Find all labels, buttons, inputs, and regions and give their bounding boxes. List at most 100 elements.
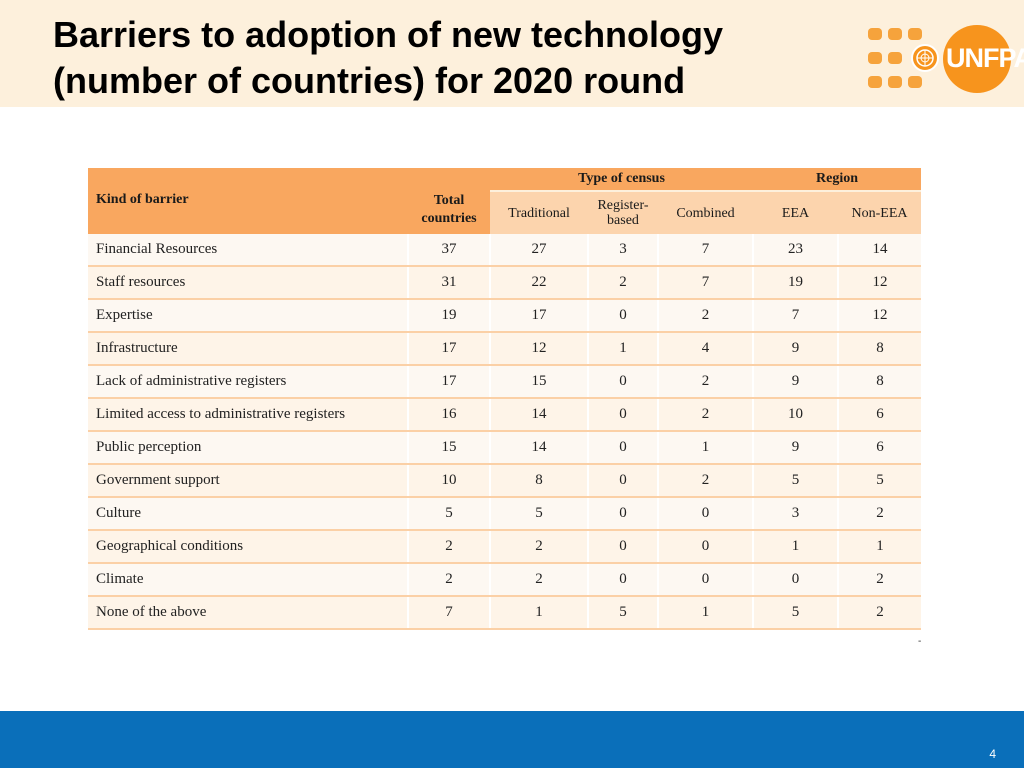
cell-traditional: 14 (489, 431, 588, 465)
table-row: Infrastructure 17 12 1 4 9 8 (88, 332, 921, 366)
cell-barrier-name: Government support (88, 464, 408, 498)
cell-register-based: 0 (587, 398, 658, 432)
header-register-based: Register-based (588, 191, 658, 234)
cell-combined: 0 (657, 497, 753, 531)
table-row: Lack of administrative registers 17 15 0 2 9 8 (88, 365, 921, 399)
cell-total: 17 (407, 365, 490, 399)
table-row: Culture 5 5 0 0 3 2 (88, 497, 921, 531)
cell-barrier-name: Climate (88, 563, 408, 597)
cell-non-eea: 8 (837, 332, 921, 366)
cell-non-eea: 12 (837, 266, 921, 300)
barriers-table: Kind of barrier Total countries Type of … (88, 168, 921, 630)
header-total-countries: Total countries (408, 168, 490, 234)
cell-total: 5 (407, 497, 490, 531)
cell-barrier-name: Public perception (88, 431, 408, 465)
cell-barrier-name: Financial Resources (88, 234, 408, 267)
header-type-of-census: Type of census (490, 168, 753, 192)
cell-register-based: 1 (587, 332, 658, 366)
table-row: Climate 2 2 0 0 0 2 (88, 563, 921, 597)
cell-non-eea: 14 (837, 234, 921, 267)
cell-register-based: 0 (587, 431, 658, 465)
table-row: Limited access to administrative registe… (88, 398, 921, 432)
cell-eea: 10 (752, 398, 838, 432)
cell-traditional: 2 (489, 563, 588, 597)
cell-combined: 7 (657, 234, 753, 267)
page-number: 4 (989, 747, 996, 761)
un-emblem-icon (911, 44, 939, 72)
cell-non-eea: 2 (837, 563, 921, 597)
slide-title-line-1: Barriers to adoption of new technology (53, 14, 724, 55)
cell-register-based: 0 (587, 497, 658, 531)
cell-combined: 7 (657, 266, 753, 300)
cell-barrier-name: None of the above (88, 596, 408, 630)
cell-non-eea: 8 (837, 365, 921, 399)
cell-traditional: 1 (489, 596, 588, 630)
cell-combined: 0 (657, 563, 753, 597)
logo-wordmark: UNFPA (946, 43, 1024, 73)
cell-register-based: 0 (587, 563, 658, 597)
cell-traditional: 17 (489, 299, 588, 333)
cell-eea: 9 (752, 365, 838, 399)
cell-combined: 1 (657, 431, 753, 465)
cell-total: 7 (407, 596, 490, 630)
logo-circle (943, 25, 1011, 93)
cell-traditional: 27 (489, 234, 588, 267)
cell-total: 2 (407, 563, 490, 597)
table-body: Financial Resources 37 27 3 7 23 14 Staff resou… (88, 234, 921, 630)
barriers-table-container: Kind of barrier Total countries Type of … (88, 168, 921, 630)
cell-traditional: 5 (489, 497, 588, 531)
cell-barrier-name: Lack of administrative registers (88, 365, 408, 399)
cell-traditional: 14 (489, 398, 588, 432)
cell-combined: 2 (657, 365, 753, 399)
cell-eea: 5 (752, 596, 838, 630)
cell-combined: 2 (657, 398, 753, 432)
cell-total: 19 (407, 299, 490, 333)
table-row: Expertise 19 17 0 2 7 12 (88, 299, 921, 333)
table-row: Public perception 15 14 0 1 9 6 (88, 431, 921, 465)
cell-combined: 4 (657, 332, 753, 366)
header-traditional: Traditional (490, 191, 588, 234)
cell-register-based: 2 (587, 266, 658, 300)
cell-non-eea: 2 (837, 497, 921, 531)
cell-non-eea: 1 (837, 530, 921, 564)
cell-eea: 9 (752, 431, 838, 465)
cell-non-eea: 12 (837, 299, 921, 333)
cell-barrier-name: Limited access to administrative registe… (88, 398, 408, 432)
logo-dots-icon (866, 22, 946, 94)
cell-eea: 9 (752, 332, 838, 366)
cell-register-based: 0 (587, 365, 658, 399)
header-kind-of-barrier: Kind of barrier (88, 168, 408, 234)
cell-barrier-name: Staff resources (88, 266, 408, 300)
table-row: Financial Resources 37 27 3 7 23 14 (88, 234, 921, 267)
cell-combined: 2 (657, 299, 753, 333)
footnote-mark: - (918, 636, 922, 647)
cell-eea: 3 (752, 497, 838, 531)
cell-eea: 23 (752, 234, 838, 267)
title-band (0, 0, 1024, 107)
cell-traditional: 8 (489, 464, 588, 498)
cell-traditional: 15 (489, 365, 588, 399)
cell-total: 15 (407, 431, 490, 465)
cell-barrier-name: Culture (88, 497, 408, 531)
table-row: Geographical conditions 2 2 0 0 1 1 (88, 530, 921, 564)
cell-register-based: 0 (587, 530, 658, 564)
cell-eea: 0 (752, 563, 838, 597)
cell-register-based: 0 (587, 299, 658, 333)
cell-barrier-name: Geographical conditions (88, 530, 408, 564)
table-row: Government support 10 8 0 2 5 5 (88, 464, 921, 498)
header-region: Region (753, 168, 921, 192)
cell-register-based: 0 (587, 464, 658, 498)
cell-combined: 2 (657, 464, 753, 498)
cell-combined: 1 (657, 596, 753, 630)
cell-combined: 0 (657, 530, 753, 564)
footer-band: 4 (0, 711, 1024, 768)
header-eea: EEA (753, 191, 838, 234)
cell-non-eea: 2 (837, 596, 921, 630)
cell-eea: 19 (752, 266, 838, 300)
table-row: Staff resources 31 22 2 7 19 12 (88, 266, 921, 300)
cell-eea: 1 (752, 530, 838, 564)
cell-register-based: 5 (587, 596, 658, 630)
cell-register-based: 3 (587, 234, 658, 267)
cell-traditional: 22 (489, 266, 588, 300)
table-row: None of the above 7 1 5 1 5 2 (88, 596, 921, 630)
